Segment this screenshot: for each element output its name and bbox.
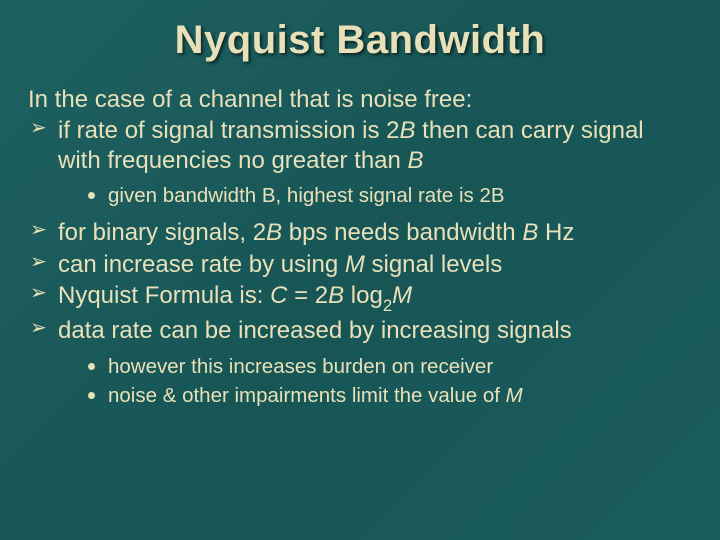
subbullet-given-bandwidth: given bandwidth B, highest signal rate i… <box>82 183 692 209</box>
var-b: B <box>328 282 344 309</box>
text-fragment: for binary signals, 2 <box>58 219 266 246</box>
bullet-increase-rate: can increase rate by using M signal leve… <box>28 250 692 279</box>
text-fragment: if rate of signal transmission is 2 <box>58 117 399 144</box>
text-fragment: bps needs bandwidth <box>282 219 522 246</box>
intro-text: In the case of a channel that is noise f… <box>28 85 692 114</box>
text-fragment: log <box>344 282 383 309</box>
var-m: M <box>392 282 412 309</box>
text-fragment: Nyquist Formula is: <box>58 282 270 309</box>
slide: Nyquist Bandwidth In the case of a chann… <box>0 0 720 540</box>
text-fragment: Hz <box>538 219 574 246</box>
bullet-binary-signals: for binary signals, 2B bps needs bandwid… <box>28 218 692 247</box>
slide-title: Nyquist Bandwidth <box>28 18 692 63</box>
var-b: B <box>408 147 424 174</box>
level2-list: given bandwidth B, highest signal rate i… <box>58 183 692 209</box>
var-c: C <box>270 282 287 309</box>
level2-list: however this increases burden on receive… <box>58 354 692 409</box>
text-fragment: data rate can be increased by increasing… <box>58 317 572 344</box>
var-m: M <box>506 384 523 407</box>
text-fragment: = 2 <box>287 282 328 309</box>
var-b: B <box>399 117 415 144</box>
level1-list: if rate of signal transmission is 2B the… <box>28 116 692 408</box>
subscript-2: 2 <box>383 296 392 315</box>
bullet-nyquist-formula: Nyquist Formula is: C = 2B log2M <box>28 281 692 314</box>
var-b: B <box>522 219 538 246</box>
text-fragment: can increase rate by using <box>58 251 345 278</box>
subbullet-noise: noise & other impairments limit the valu… <box>82 383 692 409</box>
text-fragment: signal levels <box>365 251 502 278</box>
bullet-rate-of-signal: if rate of signal transmission is 2B the… <box>28 116 692 208</box>
var-m: M <box>345 251 365 278</box>
slide-body: In the case of a channel that is noise f… <box>28 85 692 409</box>
text-fragment: noise & other impairments limit the valu… <box>108 384 506 407</box>
bullet-data-rate: data rate can be increased by increasing… <box>28 316 692 409</box>
subbullet-burden: however this increases burden on receive… <box>82 354 692 380</box>
var-b: B <box>266 219 282 246</box>
